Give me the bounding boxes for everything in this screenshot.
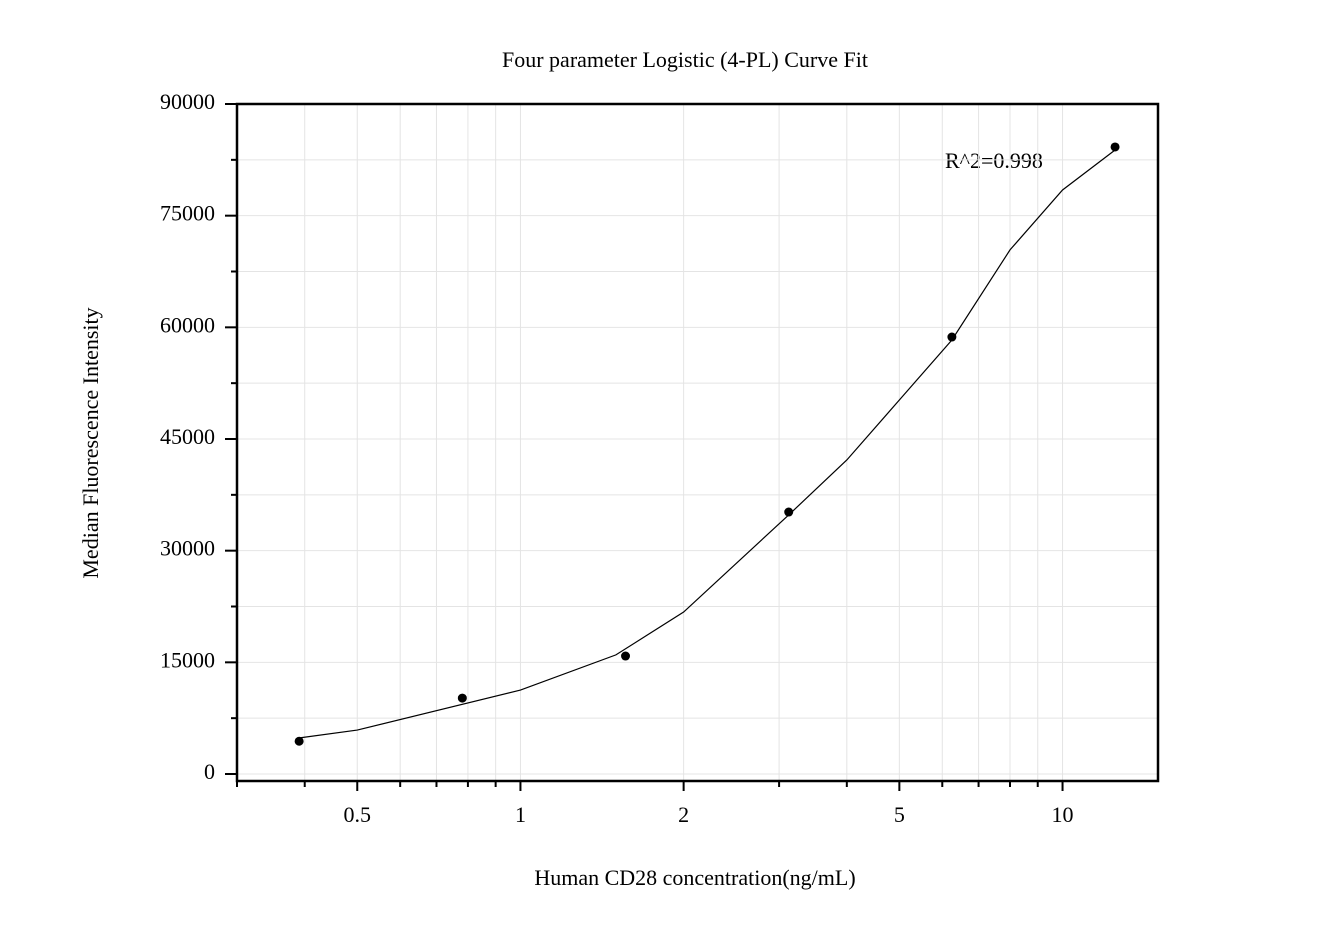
data-point	[294, 736, 304, 746]
fit-curve	[298, 149, 1116, 739]
x-axis-label: Human CD28 concentration(ng/mL)	[534, 865, 855, 890]
y-tick-label: 60000	[160, 312, 215, 337]
y-tick-label: 0	[204, 759, 215, 784]
y-tick-label: 15000	[160, 647, 215, 672]
x-tick-label: 1	[515, 802, 526, 827]
y-tick-label: 75000	[160, 201, 215, 226]
y-tick-label: 45000	[160, 424, 215, 449]
data-point	[784, 507, 794, 517]
x-tick-label: 2	[678, 802, 689, 827]
chart-title: Four parameter Logistic (4-PL) Curve Fit	[502, 47, 868, 72]
data-point	[457, 693, 467, 703]
data-point	[947, 332, 957, 342]
y-tick-label: 90000	[160, 89, 215, 114]
annotation: R^2=0.998	[945, 148, 1043, 173]
plot-frame	[235, 102, 1160, 783]
y-axis-label: Median Fluorescence Intensity	[78, 307, 103, 578]
x-tick-label: 10	[1052, 802, 1074, 827]
x-tick-label: 0.5	[344, 802, 372, 827]
data-point	[621, 651, 631, 661]
y-tick-label: 30000	[160, 536, 215, 561]
x-tick-label: 5	[894, 802, 905, 827]
data-point	[1110, 142, 1120, 152]
